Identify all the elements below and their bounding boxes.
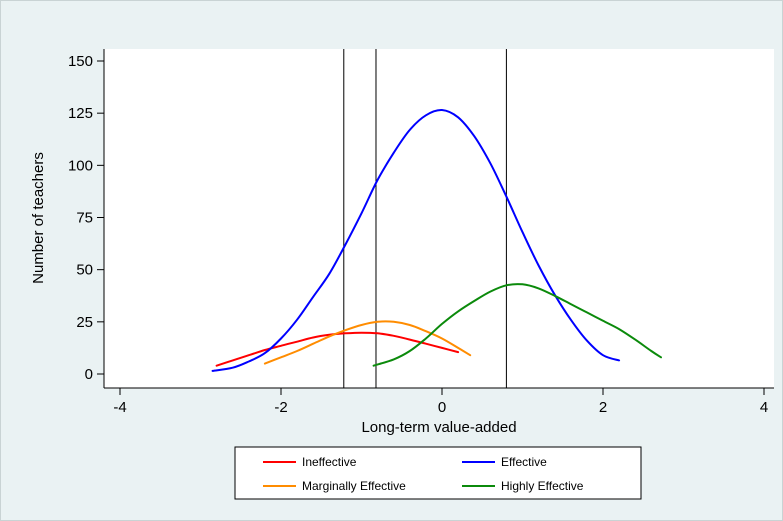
- series-line-highly-effective: [372, 283, 662, 367]
- series-group: [211, 108, 662, 372]
- y-tick-label-2: 50: [76, 262, 93, 279]
- legend-label-ineffective: Ineffective: [302, 455, 357, 469]
- x-tick-label-2: 0: [438, 399, 446, 416]
- plot-area: [104, 49, 774, 388]
- legend-box: [234, 446, 642, 500]
- legend-label-marginally-effective: Marginally Effective: [302, 479, 406, 493]
- x-tick-label-0: -4: [113, 399, 126, 416]
- x-tick-label-1: -2: [274, 399, 287, 416]
- y-tick-label-3: 75: [76, 210, 93, 227]
- x-axis-title: Long-term value-added: [361, 419, 516, 436]
- y-tick-label-6: 150: [68, 53, 93, 70]
- x-tick-label-4: 4: [760, 399, 768, 416]
- y-tick-label-0: 0: [85, 366, 93, 383]
- legend-label-highly-effective: Highly Effective: [501, 479, 584, 493]
- y-ticks: 0 25 50 75 100 125 150: [68, 53, 104, 383]
- series-line-effective: [211, 108, 621, 372]
- y-axis-title: Number of teachers: [30, 152, 47, 284]
- x-tick-label-3: 2: [599, 399, 607, 416]
- y-tick-label-1: 25: [76, 314, 93, 331]
- legend-label-effective: Effective: [501, 455, 547, 469]
- legend: Ineffective Effective Marginally Effective…: [234, 446, 642, 500]
- y-tick-label-4: 100: [68, 157, 93, 174]
- axes: [103, 49, 774, 389]
- series-line-marginally-effective: [263, 320, 472, 365]
- y-tick-label-5: 125: [68, 105, 93, 122]
- x-ticks: -4 -2 0 2 4: [113, 388, 768, 416]
